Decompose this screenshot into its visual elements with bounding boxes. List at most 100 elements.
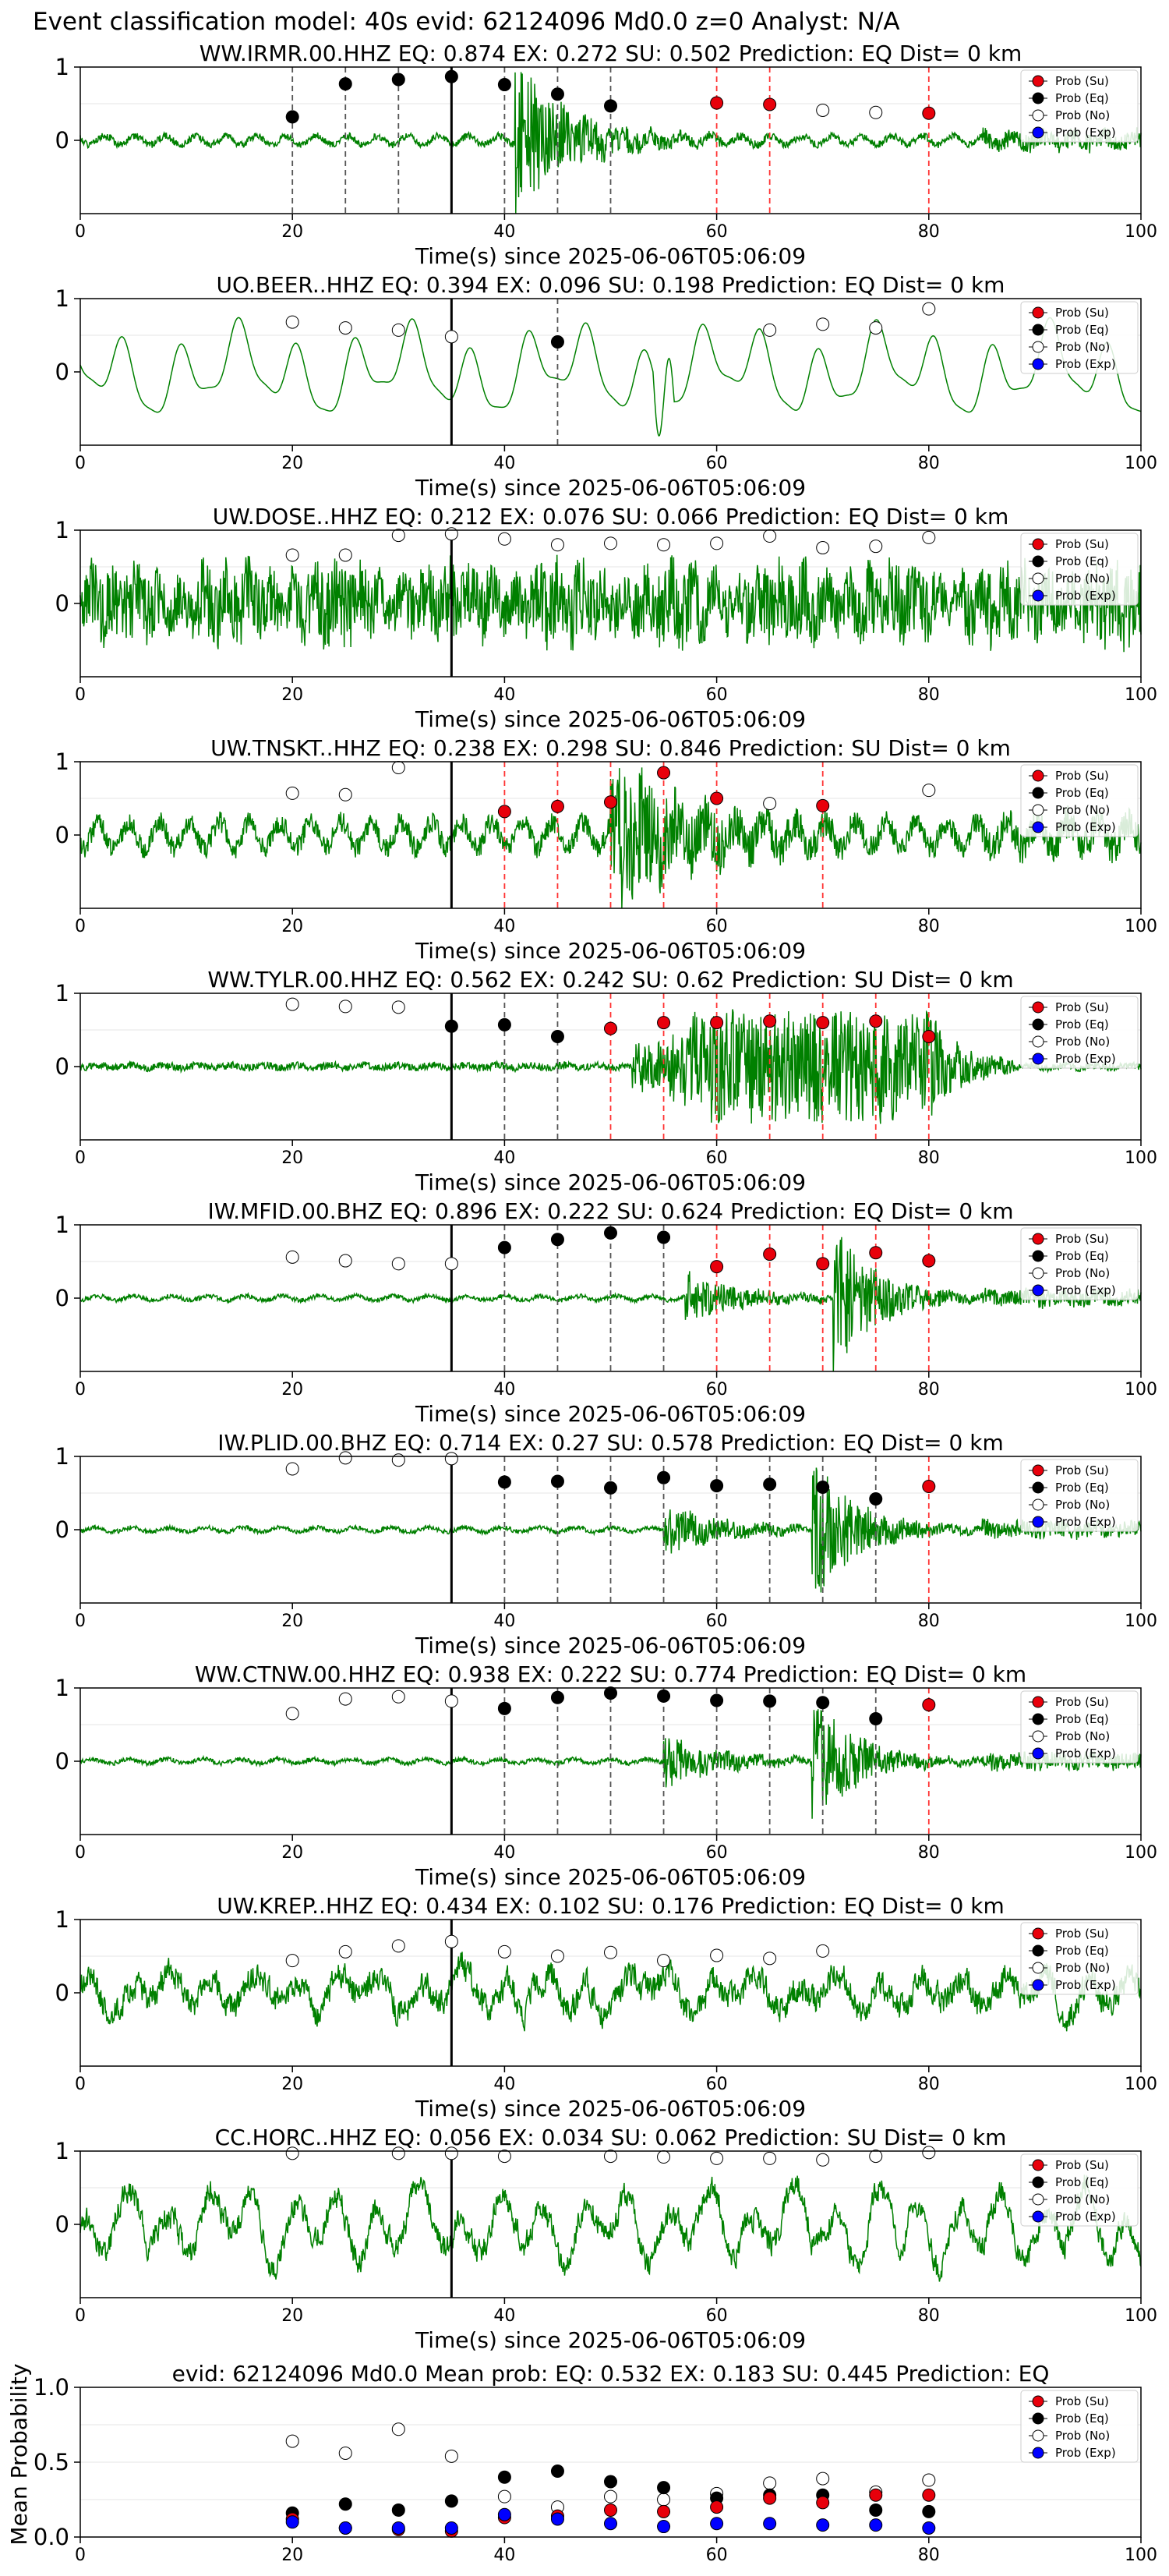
x-tick-label: 100 — [1125, 454, 1157, 473]
legend-marker-no — [1032, 2193, 1044, 2206]
prob-marker-eq — [763, 1694, 777, 1708]
prob-marker-no — [391, 529, 405, 543]
prob-marker-eq — [657, 1689, 671, 1703]
prob-marker-no — [285, 548, 299, 562]
x-tick-label: 60 — [706, 222, 728, 242]
chart-title: UW.DOSE..HHZ EQ: 0.212 EX: 0.076 SU: 0.0… — [213, 504, 1009, 529]
prob-marker-su — [816, 1257, 830, 1271]
prob-marker-no — [604, 1945, 617, 1959]
x-tick-label: 40 — [493, 917, 515, 936]
legend-label-no: Prob (No) — [1055, 1729, 1110, 1743]
prob-marker-su — [710, 1260, 724, 1274]
x-tick-label: 20 — [281, 222, 303, 242]
x-tick-label: 60 — [706, 917, 728, 936]
waveform-trace — [79, 767, 1142, 908]
legend-label-eq: Prob (Eq) — [1055, 91, 1109, 105]
prob-marker-no — [604, 536, 617, 550]
prob-marker-eq — [604, 1481, 617, 1495]
prob-marker-no — [816, 317, 830, 331]
x-tick-label: 20 — [281, 2075, 303, 2094]
prob-marker-su — [816, 798, 830, 812]
x-tick-label: 0 — [75, 2306, 86, 2326]
x-tick-label: 40 — [493, 2306, 515, 2326]
y-tick-label: 0 — [55, 1053, 69, 1080]
prob-marker-no — [763, 529, 777, 543]
chart-title: evid: 62124096 Md0.0 Mean prob: EQ: 0.53… — [172, 2361, 1050, 2387]
mean-marker-no — [444, 2449, 458, 2463]
prob-marker-no — [285, 315, 299, 329]
legend-label-eq: Prob (Eq) — [1055, 1249, 1109, 1263]
mean-marker-no — [604, 2489, 617, 2503]
x-tick-label: 80 — [918, 1612, 940, 1631]
x-tick-label: 100 — [1125, 1612, 1157, 1631]
x-axis-label: Time(s) since 2025-06-06T05:06:09 — [415, 2327, 806, 2353]
y-axis-label: Mean Probability — [6, 2363, 32, 2545]
legend-marker-no — [1032, 572, 1044, 585]
x-tick-label: 20 — [281, 2546, 303, 2565]
y-tick-label: 1 — [55, 980, 69, 1007]
prob-marker-no — [657, 2150, 671, 2164]
legend-marker-exp — [1032, 2210, 1044, 2223]
prob-marker-no — [338, 787, 352, 801]
y-tick-label: 0 — [55, 1285, 69, 1311]
legend-box — [1020, 301, 1139, 374]
mean-marker-eq — [391, 2503, 405, 2517]
prob-marker-no — [391, 761, 405, 775]
prob-marker-no — [922, 784, 936, 798]
x-tick-label: 100 — [1125, 2075, 1157, 2094]
prob-marker-no — [869, 540, 883, 554]
figure-title: Event classification model: 40s evid: 62… — [33, 8, 900, 36]
y-tick-label: 1 — [55, 1906, 69, 1933]
x-tick-label: 80 — [918, 1843, 940, 1863]
x-tick-label: 40 — [493, 2546, 515, 2565]
chart-title: UW.KREP..HHZ EQ: 0.434 EX: 0.102 SU: 0.1… — [217, 1893, 1004, 1919]
prob-marker-no — [285, 1707, 299, 1721]
legend-marker-eq — [1032, 1481, 1044, 1494]
legend-marker-eq — [1032, 1944, 1044, 1957]
prob-marker-eq — [497, 1475, 511, 1489]
legend-label-su: Prob (Su) — [1055, 1232, 1109, 1246]
prob-marker-eq — [604, 1226, 617, 1240]
prob-marker-eq — [497, 1240, 511, 1254]
prob-marker-no — [285, 786, 299, 800]
legend-marker-exp — [1032, 589, 1044, 602]
prob-marker-no — [869, 321, 883, 335]
y-tick-label: 0 — [55, 2211, 69, 2238]
legend-marker-su — [1032, 538, 1044, 550]
legend-label-no: Prob (No) — [1055, 571, 1110, 586]
mean-marker-exp — [922, 2521, 936, 2535]
x-tick-label: 40 — [493, 1612, 515, 1631]
station-chart-4: UW.TNSKT..HHZ EQ: 0.238 EX: 0.298 SU: 0.… — [55, 735, 1157, 964]
legend-marker-no — [1032, 1730, 1044, 1743]
legend-marker-eq — [1032, 324, 1044, 336]
x-tick-label: 60 — [706, 1843, 728, 1863]
x-tick-label: 20 — [281, 1612, 303, 1631]
x-tick-label: 60 — [706, 1612, 728, 1631]
waveform-trace — [79, 1951, 1142, 2032]
prob-marker-no — [444, 1452, 458, 1466]
legend-label-no: Prob (No) — [1055, 1961, 1110, 1975]
y-tick-label: 1.0 — [34, 2374, 69, 2401]
legend-marker-no — [1032, 1035, 1044, 1048]
legend-label-exp: Prob (Exp) — [1055, 357, 1116, 371]
mean-marker-exp — [763, 2517, 777, 2531]
prob-marker-no — [338, 1692, 352, 1706]
prob-marker-no — [391, 323, 405, 337]
prob-marker-no — [497, 2150, 511, 2164]
x-tick-label: 20 — [281, 454, 303, 473]
mean-probability-chart: evid: 62124096 Md0.0 Mean prob: EQ: 0.53… — [6, 2361, 1157, 2565]
prob-marker-su — [710, 791, 724, 805]
chart-title: WW.IRMR.00.HHZ EQ: 0.874 EX: 0.272 SU: 0… — [200, 41, 1022, 66]
mean-marker-no — [497, 2489, 511, 2503]
station-chart-3: UW.DOSE..HHZ EQ: 0.212 EX: 0.076 SU: 0.0… — [55, 504, 1157, 732]
prob-marker-eq — [444, 69, 458, 83]
station-chart-7: IW.PLID.00.BHZ EQ: 0.714 EX: 0.27 SU: 0.… — [55, 1430, 1157, 1658]
prob-marker-eq — [710, 1693, 724, 1707]
prob-marker-su — [922, 1698, 936, 1712]
prob-marker-no — [550, 1949, 564, 1963]
mean-marker-exp — [869, 2518, 883, 2532]
x-tick-label: 40 — [493, 1843, 515, 1863]
mean-marker-su — [657, 2504, 671, 2518]
mean-marker-su — [710, 2500, 724, 2514]
x-tick-label: 60 — [706, 2306, 728, 2326]
